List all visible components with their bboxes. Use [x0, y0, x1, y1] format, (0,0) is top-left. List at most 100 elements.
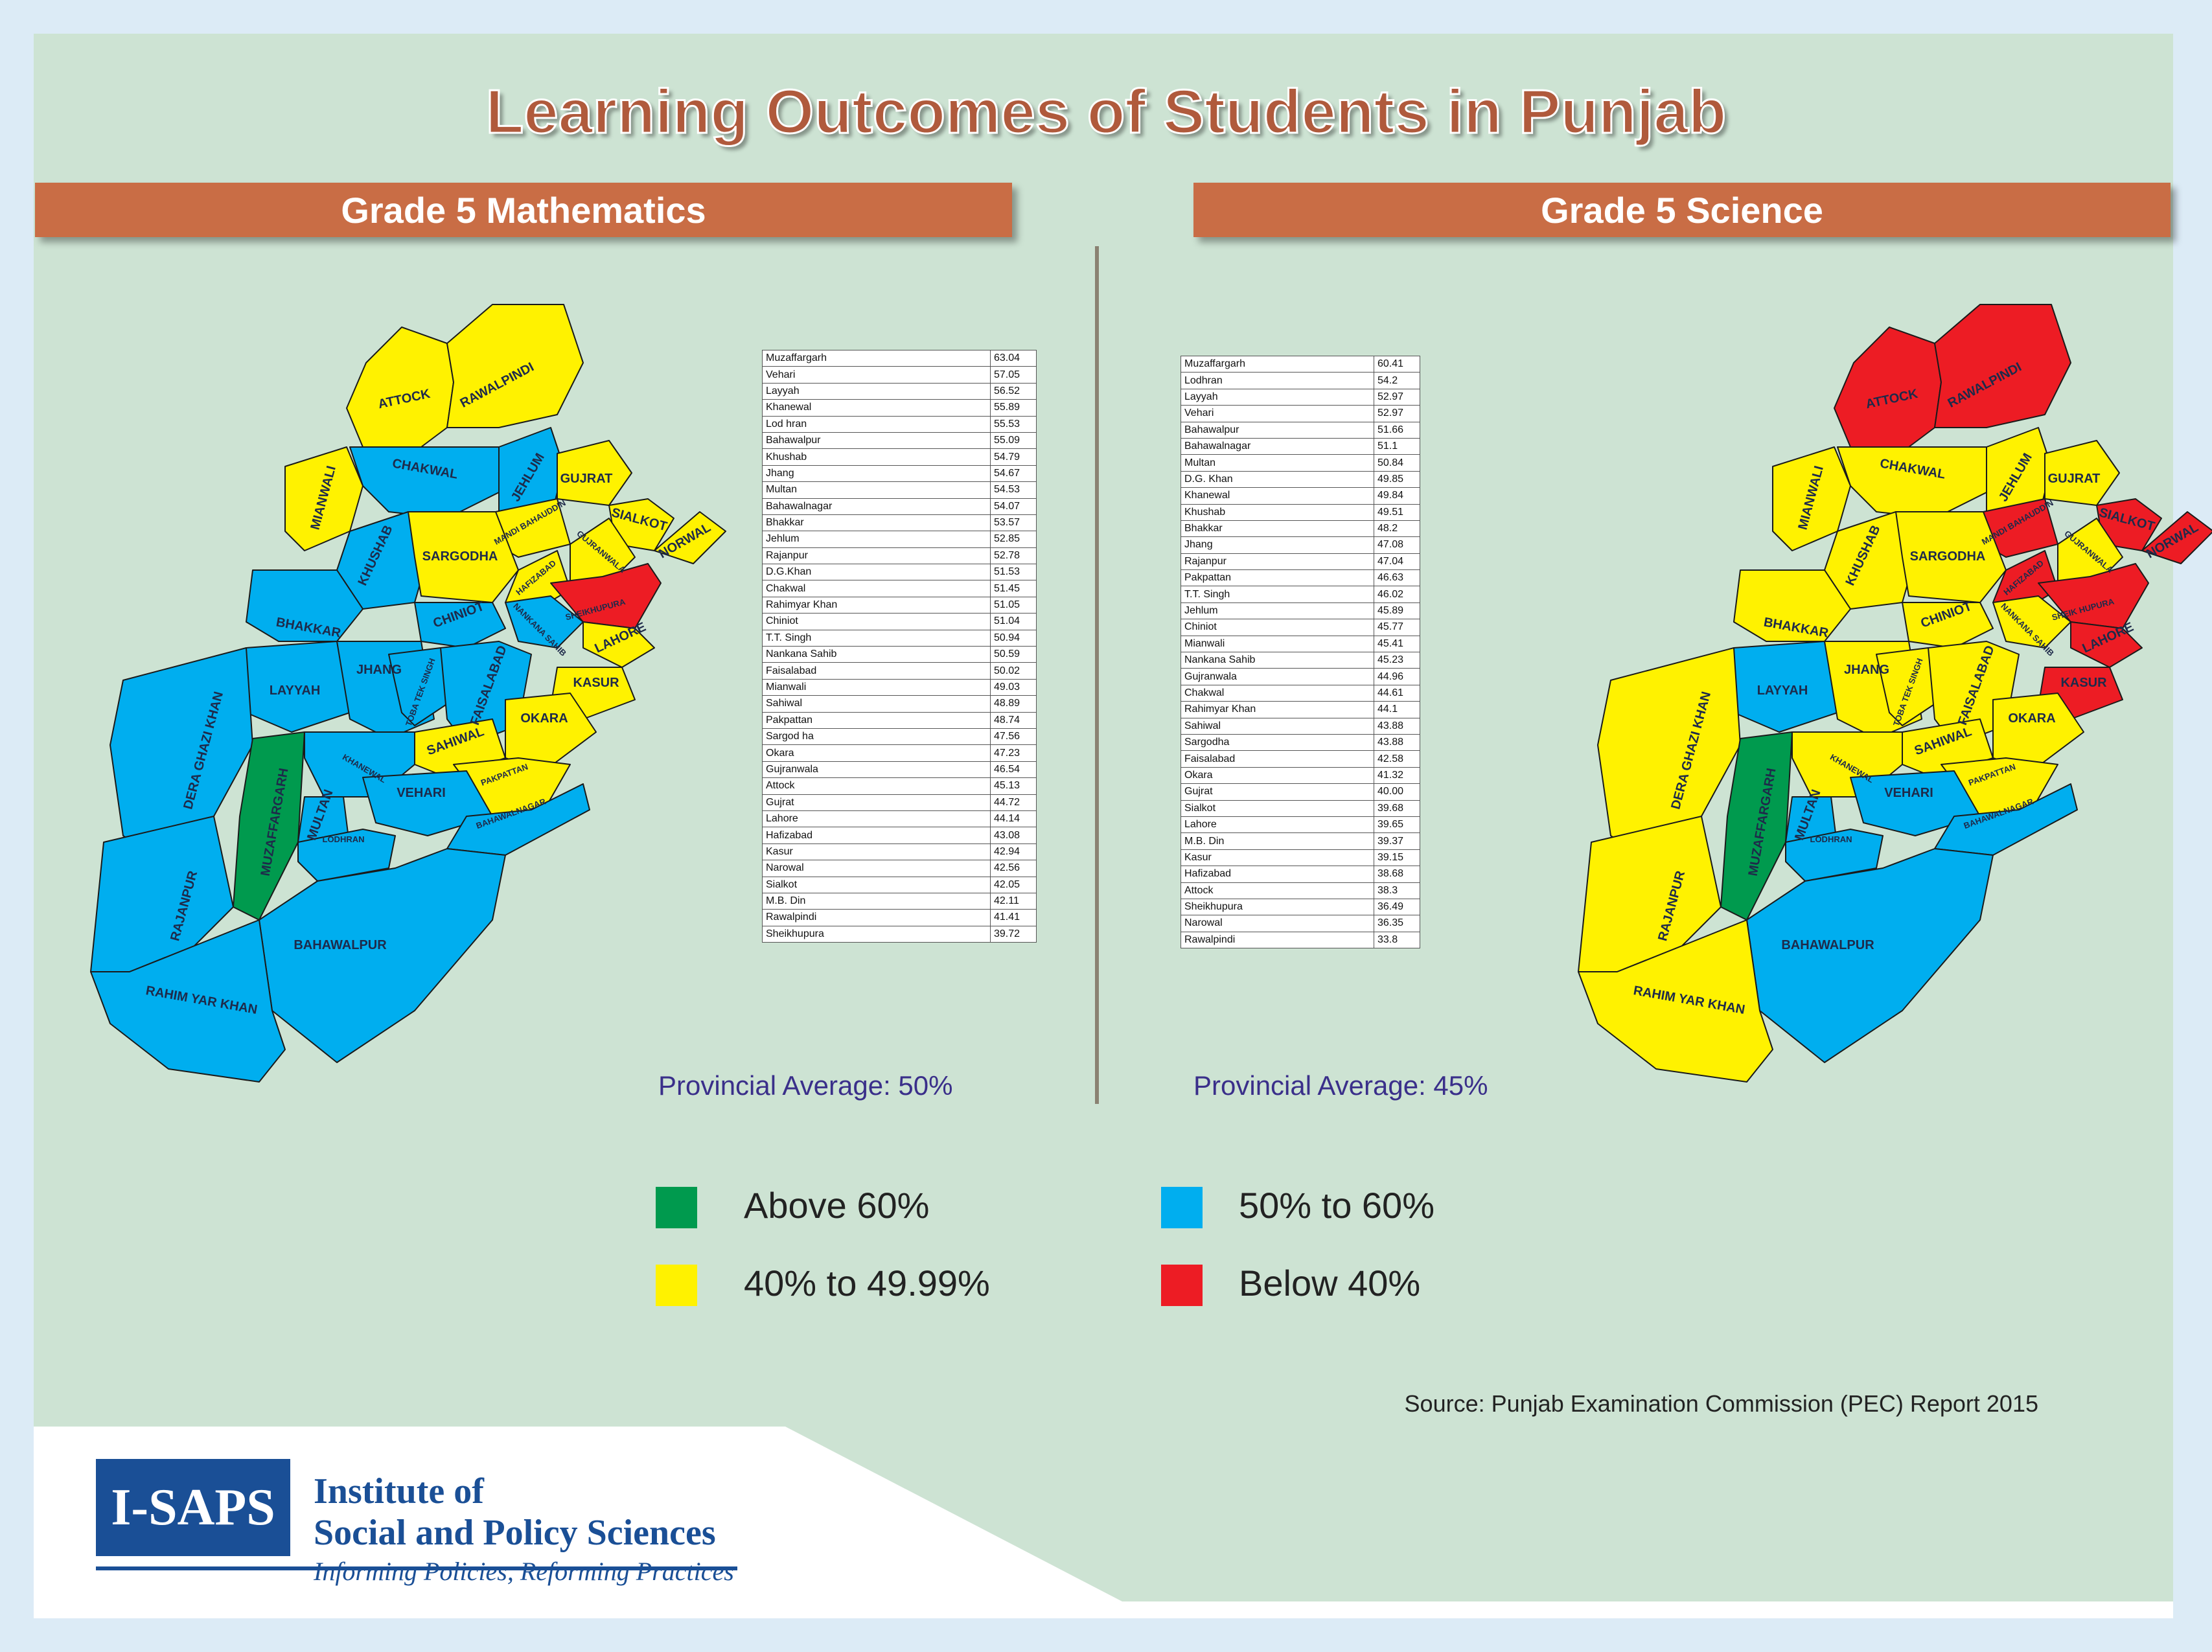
district-score: 44.72: [990, 794, 1037, 811]
district-name: Sahiwal: [762, 695, 991, 713]
district-score: 55.09: [990, 431, 1037, 450]
district-score: 40.00: [1374, 783, 1420, 801]
district-score: 42.56: [990, 860, 1037, 877]
legend-label-40-50: 40% to 49.99%: [744, 1263, 990, 1303]
legend-swatch-below-40: [1161, 1265, 1203, 1306]
district-score: 50.94: [990, 629, 1037, 647]
district-toba: [1876, 647, 1942, 726]
district-name: Multan: [762, 481, 991, 499]
panel-divider: [1095, 246, 1099, 1104]
district-name: Mianwali: [1181, 635, 1374, 653]
table-row: Bahawalpur 55.09: [762, 431, 1037, 450]
district-score: 53.57: [990, 514, 1037, 532]
district-name: Layyah: [762, 382, 991, 400]
map-label-layyah: LAYYAH: [1757, 683, 1808, 698]
table-row: Sargod ha 47.56: [762, 728, 1037, 746]
district-score: 42.58: [1374, 750, 1420, 768]
district-name: T.T. Singh: [762, 629, 991, 647]
logo-rule: [96, 1566, 737, 1570]
district-lahore: [582, 621, 655, 668]
district-score: 49.51: [1374, 503, 1420, 521]
district-name: Sahiwal: [1181, 717, 1374, 735]
district-score: 45.13: [990, 777, 1037, 795]
district-lodhran: [297, 829, 396, 882]
district-name: Muzaffargarh: [1181, 355, 1374, 373]
district-score: 49.84: [1374, 487, 1420, 505]
district-chakwal: [1837, 446, 1987, 519]
district-score: 51.05: [990, 596, 1037, 614]
district-name: Hafizabad: [1181, 866, 1374, 883]
table-row: Nankana Sahib 45.23: [1181, 652, 1420, 669]
district-score: 51.45: [990, 580, 1037, 597]
logo-name-line2: Social and Policy Sciences: [314, 1513, 716, 1553]
table-row: Mianwali 45.41: [1181, 635, 1420, 653]
table-row: Bhakkar 48.2: [1181, 520, 1420, 538]
district-name: Pakpattan: [1181, 569, 1374, 587]
district-name: Kasur: [1181, 849, 1374, 867]
table-row: Gujranwala 46.54: [762, 761, 1037, 779]
district-score: 38.68: [1374, 866, 1420, 883]
map-label-jhang: JHANG: [356, 663, 402, 677]
legend-label-below-40: Below 40%: [1239, 1263, 1421, 1303]
district-name: D.G.Khan: [762, 564, 991, 581]
legend-swatch-50-60: [1161, 1187, 1203, 1228]
district-score: 42.94: [990, 843, 1037, 861]
district-name: Rahimyar Khan: [762, 596, 991, 614]
table-row: Bhakkar 53.57: [762, 514, 1037, 532]
district-name: Lodhran: [1181, 372, 1374, 389]
district-score: 54.67: [990, 465, 1037, 483]
table-row: Kasur 39.15: [1181, 849, 1420, 867]
table-row: Gujranwala 44.96: [1181, 668, 1420, 685]
district-norwal: [654, 511, 726, 564]
map-label-bahawalpur: BAHAWALPUR: [294, 938, 387, 952]
district-name: Jehlum: [1181, 602, 1374, 620]
district-name: M.B. Din: [762, 892, 991, 910]
source-note: Source: Punjab Examination Commission (P…: [1404, 1390, 2038, 1417]
table-row: Attock 45.13: [762, 777, 1037, 795]
district-score: 52.78: [990, 547, 1037, 565]
district-score: 43.88: [1374, 733, 1420, 751]
table-row: Hafizabad 38.68: [1181, 866, 1420, 883]
district-score: 47.04: [1374, 553, 1420, 571]
district-name: Sialkot: [762, 876, 991, 893]
science-banner: Grade 5 Science: [1193, 183, 2171, 237]
table-row: Layyah 52.97: [1181, 388, 1420, 406]
district-lahore: [2070, 621, 2143, 668]
table-row: Layyah 56.52: [762, 382, 1037, 400]
table-row: Attock 38.3: [1181, 882, 1420, 899]
district-score: 44.96: [1374, 668, 1420, 685]
table-row: Chakwal 44.61: [1181, 684, 1420, 702]
table-row: Narowal 36.35: [1181, 915, 1420, 932]
table-row: Okara 47.23: [762, 744, 1037, 762]
map-label-okara: OKARA: [2008, 711, 2055, 726]
district-score: 51.04: [990, 613, 1037, 630]
district-score: 51.66: [1374, 421, 1420, 439]
table-row: Lahore 39.65: [1181, 816, 1420, 834]
district-gujranwala: [2057, 518, 2123, 584]
map-label-gujrat: GUJRAT: [560, 472, 613, 486]
district-name: Chakwal: [1181, 684, 1374, 702]
district-score: 49.85: [1374, 470, 1420, 488]
table-row: Khushab 49.51: [1181, 503, 1420, 521]
district-name: Chiniot: [1181, 619, 1374, 636]
table-row: Chakwal 51.45: [762, 580, 1037, 597]
district-score: 46.54: [990, 761, 1037, 779]
district-name: D.G. Khan: [1181, 470, 1374, 488]
table-row: Faisalabad 42.58: [1181, 750, 1420, 768]
district-attock: [1834, 327, 1942, 448]
district-score: 48.2: [1374, 520, 1420, 538]
table-row: Jehlum 52.85: [762, 531, 1037, 548]
district-nankana: [505, 595, 584, 648]
table-row: Bahawalnagar 54.07: [762, 498, 1037, 515]
district-name: Bahawalnagar: [1181, 437, 1374, 455]
district-name: Pakpattan: [762, 711, 991, 729]
district-score: 38.3: [1374, 882, 1420, 899]
district-rahimyarkhan: [90, 919, 286, 1083]
district-name: Faisalabad: [762, 662, 991, 680]
map-label-okara: OKARA: [520, 711, 568, 726]
district-name: Attock: [1181, 882, 1374, 899]
map-label-jhang: JHANG: [1844, 663, 1889, 677]
district-score: 45.89: [1374, 602, 1420, 620]
table-row: Chiniot 51.04: [762, 613, 1037, 630]
district-score: 45.41: [1374, 635, 1420, 653]
